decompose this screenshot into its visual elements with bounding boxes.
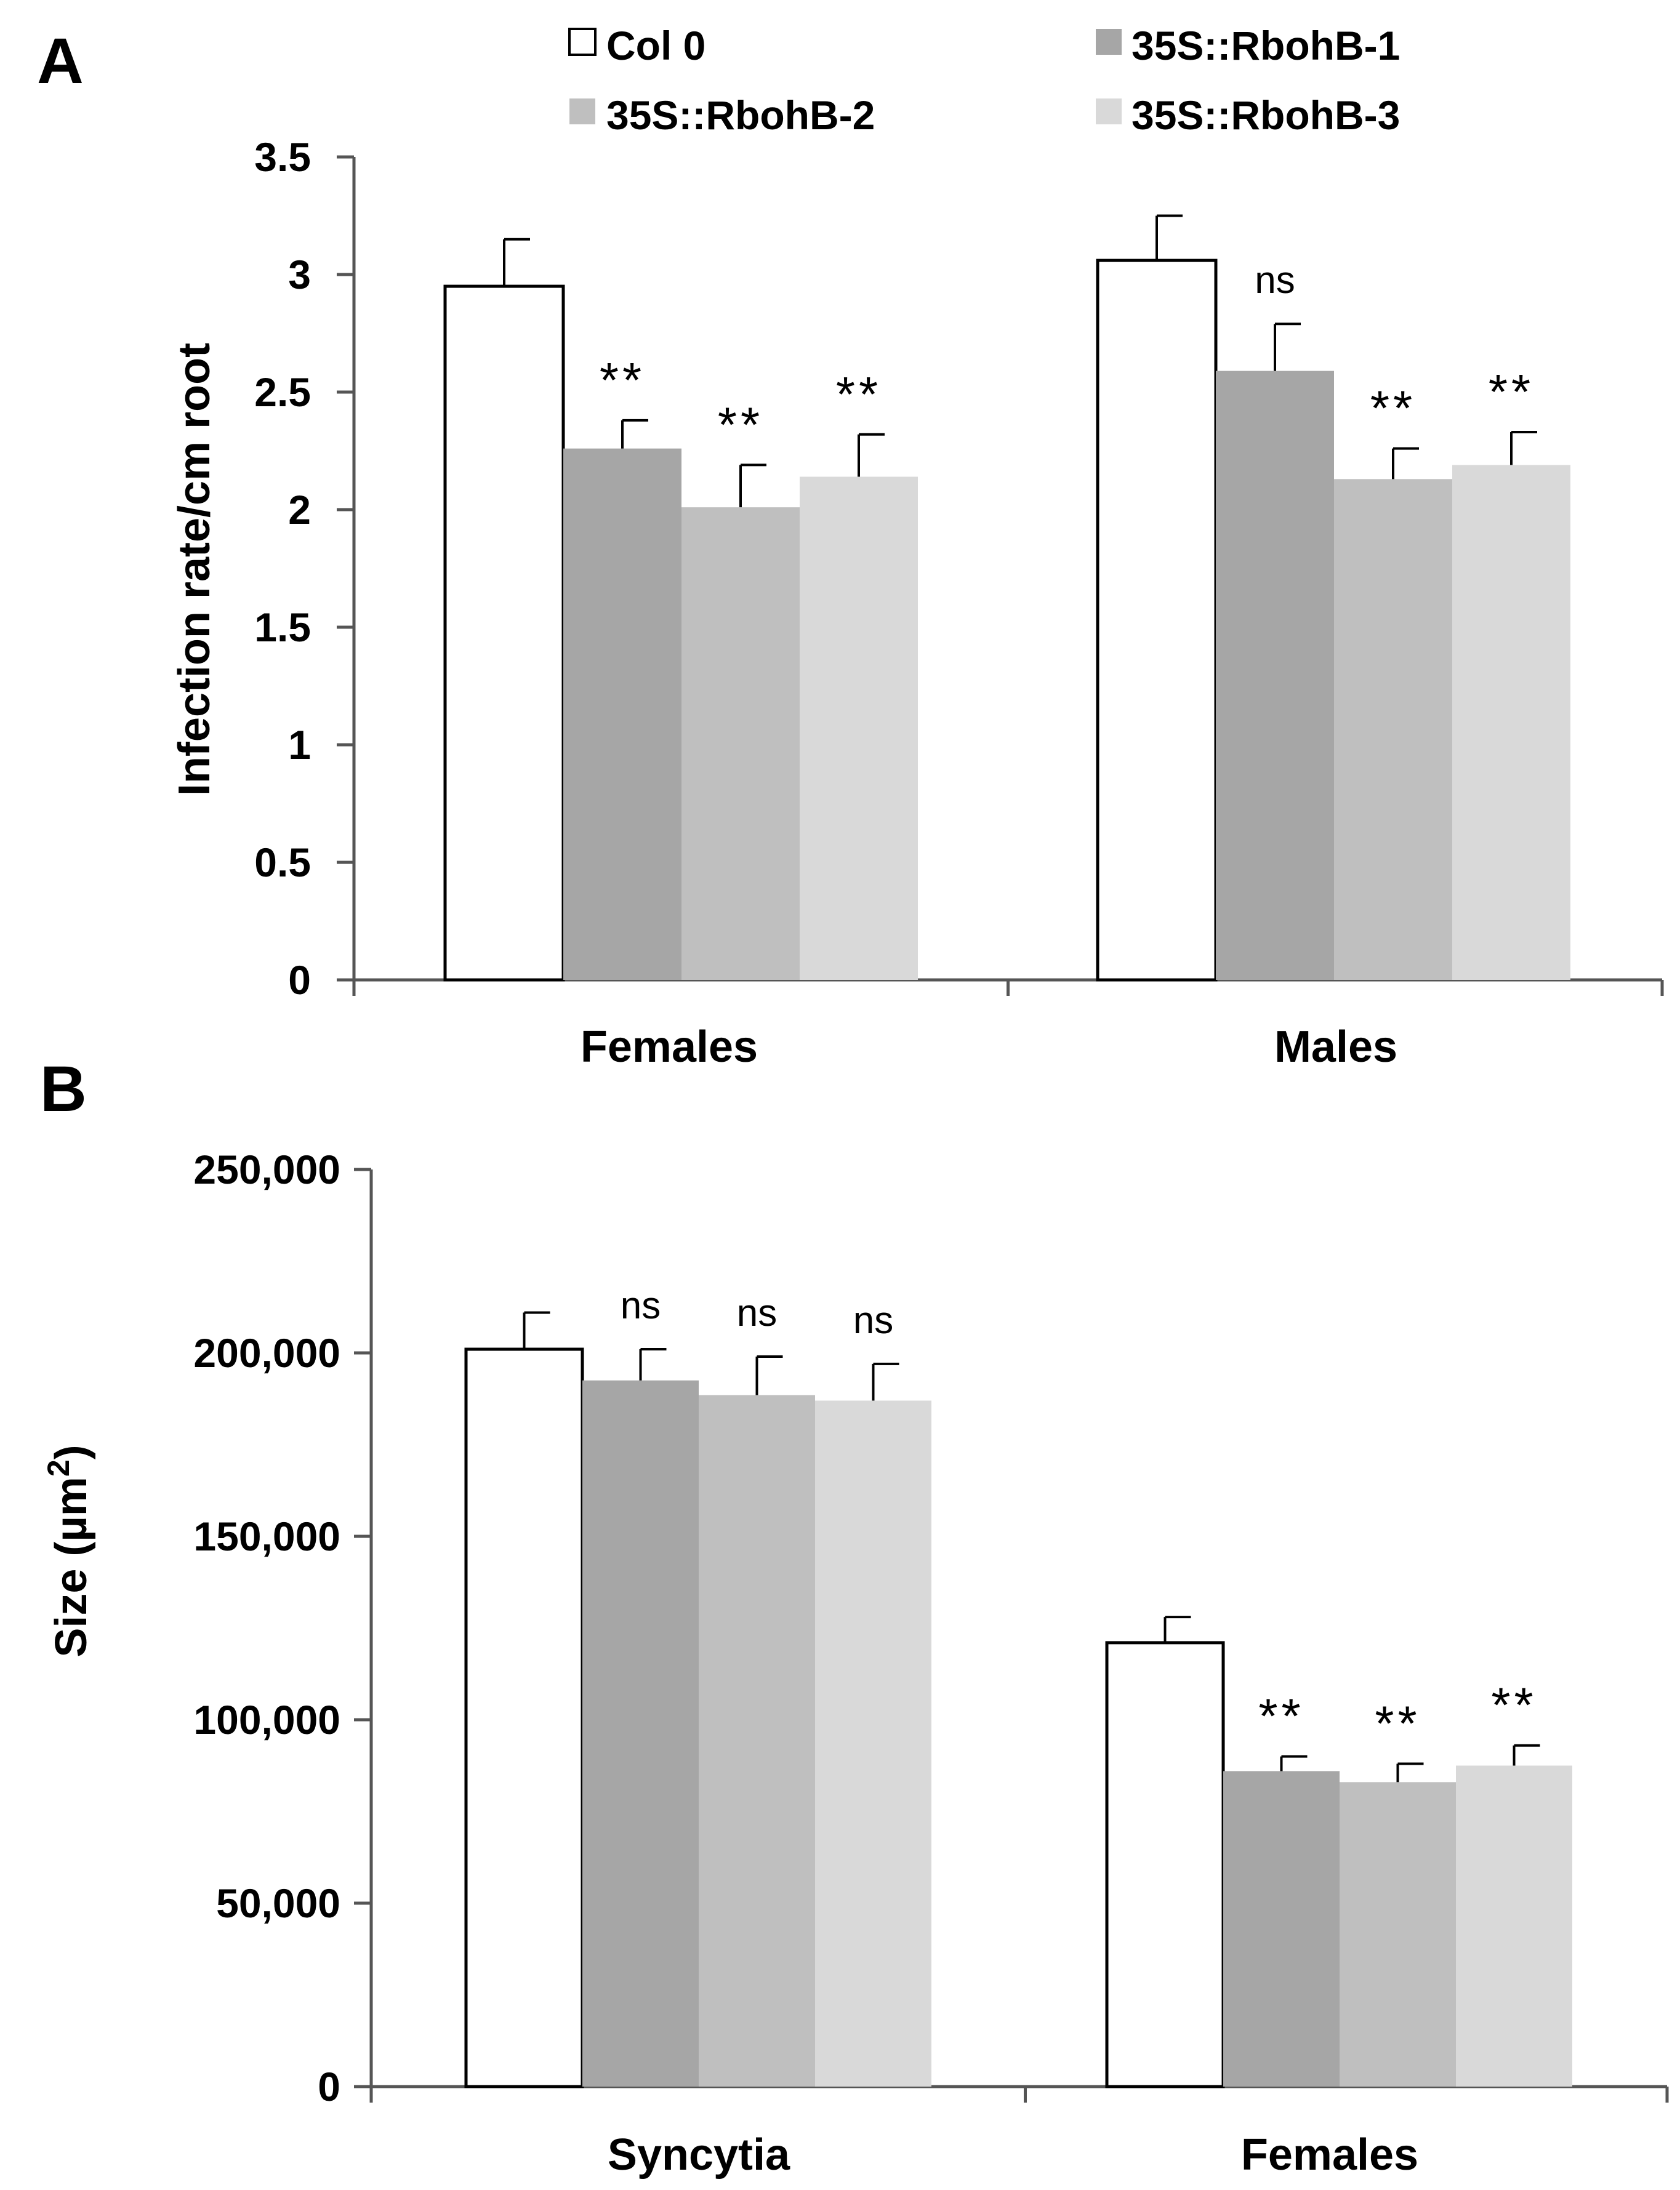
y-tick-label: 150,000 bbox=[193, 1514, 340, 1559]
y-tick-label: 200,000 bbox=[193, 1330, 340, 1376]
significance-ns-label: ns bbox=[853, 1299, 893, 1342]
significance-ns-label: ns bbox=[737, 1292, 777, 1334]
legend-label-rbohb-1: 35S::RbohB-1 bbox=[1131, 23, 1400, 68]
significance-star-label: ** bbox=[1489, 364, 1534, 419]
chart-panel-b: Size (µm2) 0 50,000 100,000 150,000 200,000 2… bbox=[41, 1147, 1669, 2180]
y-tick-label: 0 bbox=[288, 957, 311, 1003]
significance-star-label: ** bbox=[1258, 1689, 1304, 1744]
significance-star-label: ** bbox=[1370, 381, 1416, 436]
legend-label-rbohb-3: 35S::RbohB-3 bbox=[1131, 92, 1400, 138]
legend-swatch-rbohb-3 bbox=[1096, 98, 1122, 124]
chart-panel-a: Infection rate/cm root 00.511.522.533.5 … bbox=[170, 134, 1664, 1072]
legend: Col 0 35S::RbohB-1 35S::RbohB-2 35S::Rbo… bbox=[568, 23, 1400, 138]
panel-letter-b: B bbox=[40, 1053, 87, 1125]
significance-star-label: ** bbox=[600, 353, 645, 407]
significance-star-label: ** bbox=[1491, 1678, 1537, 1733]
y-tick-label: 3.5 bbox=[254, 134, 311, 180]
bar bbox=[815, 1400, 931, 2087]
panel-letter-a: A bbox=[37, 25, 84, 97]
y-tick-label: 3 bbox=[288, 252, 311, 297]
legend-swatch-rbohb-1 bbox=[1096, 29, 1122, 55]
bar bbox=[464, 1347, 584, 2088]
bar bbox=[1452, 465, 1570, 980]
y-ticks-a: 0 0.5 1 1.5 2 2.5 3 3.5 bbox=[254, 134, 1664, 1003]
y-axis-title-b-sup: 2 bbox=[41, 1459, 76, 1477]
y-tick-label: 250,000 bbox=[193, 1147, 340, 1192]
y-axis-title-b: Size (µm2) bbox=[41, 1445, 96, 1657]
y-axis-title-b-close: ) bbox=[47, 1445, 96, 1459]
y-tick-label: 100,000 bbox=[193, 1697, 340, 1743]
category-label: Females bbox=[1241, 2130, 1418, 2180]
y-axis-title-b-text: Size (µm bbox=[47, 1477, 96, 1658]
bar bbox=[443, 284, 565, 982]
bar bbox=[1105, 1641, 1225, 2088]
legend-label-rbohb-2: 35S::RbohB-2 bbox=[606, 92, 875, 138]
category-labels-a: Females Males bbox=[581, 1022, 1397, 1072]
bars-a: ** ** ** ns ** ** bbox=[443, 214, 1570, 982]
significance-star-label: ** bbox=[1375, 1696, 1420, 1751]
bar bbox=[1456, 1765, 1572, 2087]
y-ticks-b: 0 50,000 100,000 150,000 200,000 250,000 bbox=[193, 1147, 1669, 2109]
legend-swatch-col0 bbox=[568, 28, 597, 56]
y-tick-label: 50,000 bbox=[216, 1880, 340, 1926]
significance-ns-label: ns bbox=[1255, 259, 1295, 302]
legend-label-col0: Col 0 bbox=[606, 23, 705, 68]
significance-star-label: ** bbox=[718, 397, 763, 452]
bar bbox=[1096, 259, 1218, 982]
y-tick-label: 2.5 bbox=[254, 369, 311, 415]
category-label: Males bbox=[1274, 1022, 1397, 1072]
bar bbox=[582, 1380, 699, 2087]
category-label: Syncytia bbox=[608, 2130, 790, 2180]
y-tick-label: 0 bbox=[318, 2064, 340, 2109]
bar bbox=[681, 507, 800, 980]
category-labels-b: Syncytia Females bbox=[608, 2130, 1418, 2180]
bar bbox=[1334, 479, 1452, 980]
bar bbox=[563, 448, 681, 980]
y-tick-label: 1 bbox=[288, 722, 311, 768]
bars-b: ns ns ns ** ** ** bbox=[464, 1285, 1572, 2088]
y-tick-label: 0.5 bbox=[254, 840, 311, 885]
significance-ns-label: ns bbox=[621, 1285, 661, 1327]
y-axis-title-a: Infection rate/cm root bbox=[170, 343, 219, 796]
y-tick-label: 2 bbox=[288, 487, 311, 532]
bar bbox=[800, 476, 918, 980]
bar bbox=[1223, 1771, 1340, 2087]
legend-swatch-rbohb-2 bbox=[569, 98, 595, 124]
bar bbox=[1216, 371, 1334, 980]
y-tick-label: 1.5 bbox=[254, 604, 311, 650]
bar bbox=[1340, 1782, 1456, 2087]
significance-star-label: ** bbox=[836, 367, 882, 422]
bar bbox=[699, 1395, 815, 2087]
category-label: Females bbox=[581, 1022, 758, 1072]
